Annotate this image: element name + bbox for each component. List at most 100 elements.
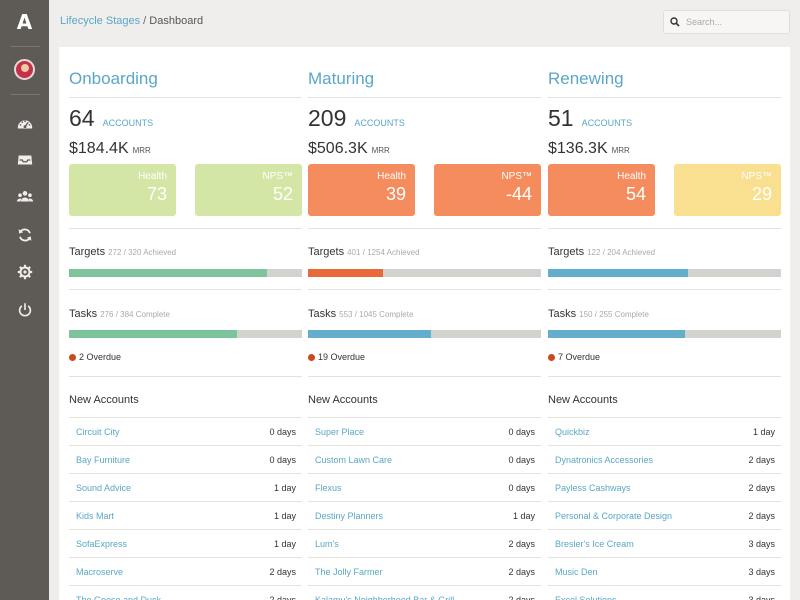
account-name-link[interactable]: Music Den <box>555 566 598 577</box>
account-age: 1 day <box>752 426 775 437</box>
app-logo[interactable]: A <box>16 10 33 34</box>
account-name-link[interactable]: Payless Cashways <box>555 482 631 493</box>
account-name-link[interactable]: Lum's <box>315 538 339 549</box>
overdue-indicator[interactable]: 2 Overdue <box>69 352 121 362</box>
account-row[interactable]: Circuit City 0 days <box>69 417 302 445</box>
account-row[interactable]: Macroserve 2 days <box>69 557 302 585</box>
account-row[interactable]: Bresler's Ice Cream 3 days <box>548 529 781 557</box>
account-name-link[interactable]: The Jolly Farmer <box>315 566 383 577</box>
health-card[interactable]: Health 39 <box>308 164 415 216</box>
user-avatar[interactable] <box>14 59 35 80</box>
nps-card[interactable]: NPS™ 52 <box>195 164 302 216</box>
account-age: 0 days <box>269 454 296 465</box>
account-row[interactable]: Super Place 0 days <box>308 417 541 445</box>
new-accounts-heading: New Accounts <box>548 394 618 406</box>
health-score: 54 <box>625 184 646 204</box>
nps-label: NPS™ <box>262 171 293 182</box>
stage-title[interactable]: Renewing <box>548 69 624 88</box>
targets-progress-bar <box>548 269 781 277</box>
account-row[interactable]: Quickbiz 1 day <box>548 417 781 445</box>
account-name-link[interactable]: Super Place <box>315 426 365 437</box>
dashboard-icon <box>17 120 33 129</box>
account-row[interactable]: Custom Lawn Care 0 days <box>308 445 541 473</box>
account-row[interactable]: Kids Mart 1 day <box>69 501 302 529</box>
account-name-link[interactable]: Destiny Planners <box>315 510 384 521</box>
tasks-progress-fill <box>308 330 432 338</box>
accounts-summary: 64 Accounts <box>69 105 153 132</box>
nps-card[interactable]: NPS™ 29 <box>674 164 781 216</box>
account-row[interactable]: Personal & Corporate Design 2 days <box>548 501 781 529</box>
search-box <box>663 10 790 34</box>
targets-progress-text: 122 / 204 Achieved <box>587 248 656 257</box>
search-input[interactable] <box>686 17 781 27</box>
account-age: 3 days <box>748 594 775 600</box>
account-name-link[interactable]: Personal & Corporate Design <box>555 510 673 521</box>
mrr-label: MRR <box>371 146 390 155</box>
sidebar-item-renewals[interactable] <box>14 224 36 246</box>
health-label: Health <box>377 171 406 182</box>
tasks-heading: Tasks 276 / 384 Complete <box>69 308 170 320</box>
overdue-dot <box>308 353 315 361</box>
health-card[interactable]: Health 73 <box>69 164 176 216</box>
sidebar-item-users[interactable] <box>14 186 36 208</box>
health-card[interactable]: Health 54 <box>548 164 655 216</box>
sidebar-item-inbox[interactable] <box>14 149 36 171</box>
stage-title[interactable]: Onboarding <box>69 69 158 88</box>
users-icon <box>16 191 34 202</box>
account-name-link[interactable]: Dynatronics Accessories <box>555 454 654 465</box>
accounts-label[interactable]: Accounts <box>354 118 405 128</box>
divider <box>69 289 302 290</box>
overdue-count: 7 Overdue <box>558 352 601 362</box>
account-row[interactable]: Sound Advice 1 day <box>69 473 302 501</box>
account-name-link[interactable]: Bay Furniture <box>76 454 131 465</box>
account-row[interactable]: Bay Furniture 0 days <box>69 445 302 473</box>
account-name-link[interactable]: Custom Lawn Care <box>315 454 393 465</box>
accounts-label[interactable]: Accounts <box>102 118 154 128</box>
account-row[interactable]: Kalamu's Neighborhood Bar & Grill 2 days <box>308 585 541 600</box>
breadcrumb-parent[interactable]: Lifecycle Stages <box>60 15 141 27</box>
account-name-link[interactable]: Macroserve <box>76 566 124 577</box>
account-name-link[interactable]: The Goose and Duck <box>76 594 162 600</box>
account-row[interactable]: Lum's 2 days <box>308 529 541 557</box>
tasks-label: Tasks <box>548 308 577 320</box>
overdue-count: 19 Overdue <box>318 352 366 362</box>
tasks-progress-text: 150 / 255 Complete <box>579 310 649 319</box>
account-name-link[interactable]: Bresler's Ice Cream <box>555 538 634 549</box>
nps-card[interactable]: NPS™ -44 <box>434 164 541 216</box>
overdue-dot <box>548 353 555 361</box>
accounts-label[interactable]: Accounts <box>581 118 633 128</box>
account-row[interactable]: Flexus 0 days <box>308 473 541 501</box>
account-row[interactable]: The Goose and Duck 2 days <box>69 585 302 600</box>
account-name-link[interactable]: Flexus <box>315 482 342 493</box>
divider <box>69 376 302 377</box>
accounts-summary: 51 Accounts <box>548 105 632 132</box>
account-name-link[interactable]: Circuit City <box>76 426 120 437</box>
sidebar-item-logout[interactable] <box>14 299 36 321</box>
account-row[interactable]: Music Den 3 days <box>548 557 781 585</box>
account-row[interactable]: Destiny Planners 1 day <box>308 501 541 529</box>
tasks-progress-text: 276 / 384 Complete <box>100 310 170 319</box>
account-age: 2 days <box>508 566 535 577</box>
account-name-link[interactable]: Excel Solutions <box>555 594 617 600</box>
account-name-link[interactable]: SofaExpress <box>76 538 128 549</box>
account-name-link[interactable]: Sound Advice <box>76 482 132 493</box>
account-row[interactable]: The Jolly Farmer 2 days <box>308 557 541 585</box>
divider <box>69 97 302 98</box>
sidebar-item-settings[interactable] <box>14 261 36 283</box>
stage-title[interactable]: Maturing <box>308 69 375 88</box>
account-row[interactable]: Dynatronics Accessories 2 days <box>548 445 781 473</box>
account-row[interactable]: SofaExpress 1 day <box>69 529 302 557</box>
overdue-indicator[interactable]: 19 Overdue <box>308 352 365 362</box>
health-label: Health <box>617 171 646 182</box>
health-score: 39 <box>385 184 406 204</box>
account-name-link[interactable]: Kalamu's Neighborhood Bar & Grill <box>315 594 455 600</box>
account-name-link[interactable]: Kids Mart <box>76 510 115 521</box>
new-accounts-list: Quickbiz 1 day Dynatronics Accessories 2 da… <box>548 417 781 600</box>
account-name-link[interactable]: Quickbiz <box>555 426 590 437</box>
divider <box>308 376 541 377</box>
sidebar-item-dashboard[interactable] <box>14 113 36 135</box>
account-age: 1 day <box>273 538 296 549</box>
account-row[interactable]: Payless Cashways 2 days <box>548 473 781 501</box>
account-row[interactable]: Excel Solutions 3 days <box>548 585 781 600</box>
overdue-indicator[interactable]: 7 Overdue <box>548 352 600 362</box>
